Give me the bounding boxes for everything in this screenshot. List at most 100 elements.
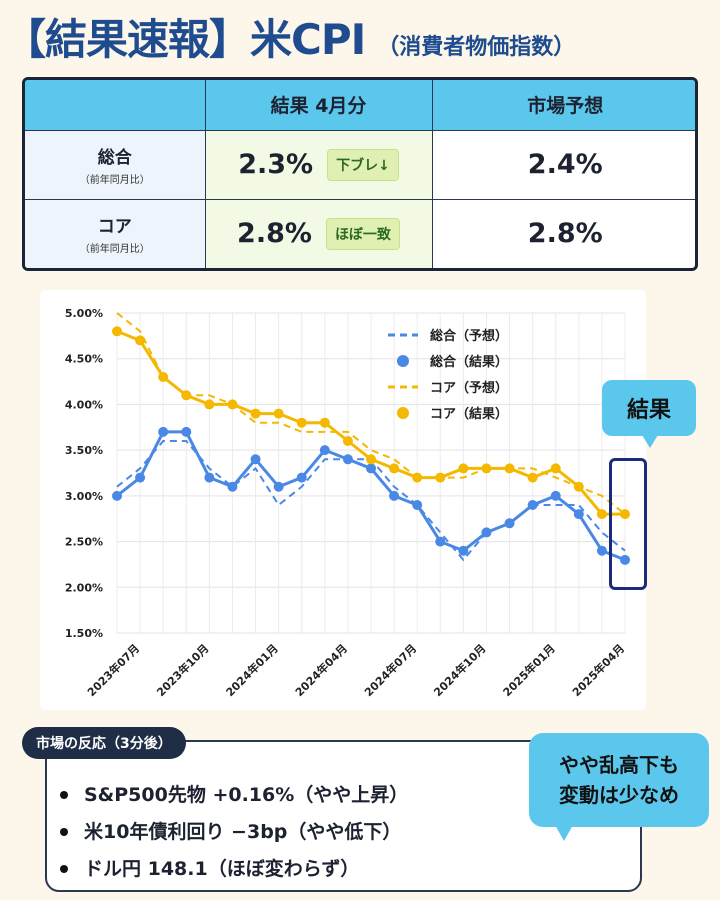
data-point xyxy=(412,472,423,483)
reaction-item-text: S&P500先物 +0.16%（やや上昇） xyxy=(84,783,409,806)
data-point xyxy=(435,536,446,547)
data-point xyxy=(296,417,307,428)
data-point xyxy=(342,436,353,446)
data-point xyxy=(250,454,261,465)
reaction-item-text: ドル円 148.1（ほぼ変わらず） xyxy=(84,857,360,880)
result-badge: ほぼ一致 xyxy=(325,217,400,250)
data-point xyxy=(204,399,215,410)
data-point xyxy=(596,545,607,556)
forecast-cell-headline: 2.4% xyxy=(432,129,695,200)
row-label-core: コア （前年同月比） xyxy=(25,198,206,268)
data-point xyxy=(366,454,376,465)
row-label-headline: 総合 （前年同月比） xyxy=(25,129,206,200)
data-point xyxy=(227,481,238,492)
reaction-item-text: 米10年債利回り −3bp（やや低下） xyxy=(84,820,402,843)
market-reaction-tag: 市場の反応（3分後） xyxy=(22,727,186,759)
reaction-item: S&P500先物 +0.16%（やや上昇） xyxy=(60,776,408,813)
data-point xyxy=(458,545,469,556)
data-point xyxy=(273,481,284,492)
data-point xyxy=(620,554,630,565)
table-row-core: コア （前年同月比） 2.8% ほぼ一致 2.8% xyxy=(25,198,695,268)
title-main: 【結果速報】米CPI xyxy=(4,15,366,64)
y-tick-label: 2.50% xyxy=(65,536,103,549)
row-label-sub: （前年同月比） xyxy=(79,175,150,187)
forecast-column-header: 市場予想 xyxy=(432,80,695,130)
data-point xyxy=(135,472,146,483)
data-point xyxy=(227,399,238,410)
data-point xyxy=(204,472,215,483)
comment-line: 変動は少なめ xyxy=(559,783,679,807)
reaction-item: 米10年債利回り −3bp（やや低下） xyxy=(60,813,408,850)
reaction-item: ドル円 148.1（ほぼ変わらず） xyxy=(60,850,408,887)
result-badge: 下ブレ↓ xyxy=(327,148,399,181)
x-tick-label: 2024年07月 xyxy=(361,641,419,699)
x-tick-label: 2024年04月 xyxy=(292,641,350,699)
data-point xyxy=(296,472,307,483)
data-point xyxy=(319,417,330,428)
data-point xyxy=(135,335,146,346)
series-line-forecast xyxy=(116,312,626,515)
bullet-icon xyxy=(60,790,68,799)
y-tick-label: 4.00% xyxy=(65,398,103,411)
comment-line: やや乱高下も xyxy=(559,753,679,777)
row-label-main: コア xyxy=(97,217,132,238)
forecast-cell-core: 2.8% xyxy=(432,198,695,268)
y-tick-label: 3.00% xyxy=(65,490,103,503)
bullet-icon xyxy=(60,864,68,873)
y-tick-label: 3.50% xyxy=(65,444,103,457)
bullet-icon xyxy=(60,827,68,836)
cpi-line-chart: 5.00% 4.50% 4.00% 3.50% 3.00% 2.50% 2.00% 1.50%… xyxy=(65,307,630,699)
data-point xyxy=(181,426,192,437)
y-tick-label: 2.00% xyxy=(65,581,103,594)
cpi-result-table: 結果 4月分 市場予想 総合 （前年同月比） 2.3% 下ブレ↓ 2.4% コア… xyxy=(22,77,698,271)
data-point xyxy=(550,463,561,474)
data-point xyxy=(481,463,492,474)
data-point xyxy=(273,408,284,419)
data-point xyxy=(481,527,492,538)
y-tick-label: 5.00% xyxy=(65,307,103,320)
legend-label: 総合（予想） xyxy=(430,328,508,344)
x-tick-label: 2025年04月 xyxy=(569,641,627,699)
forecast-value: 2.8% xyxy=(527,218,603,250)
legend-label: コア（予想） xyxy=(430,380,508,396)
data-point xyxy=(389,490,400,501)
data-point xyxy=(527,472,538,483)
data-point xyxy=(412,500,423,510)
data-point xyxy=(435,472,446,483)
x-tick-label: 2023年07月 xyxy=(84,641,142,699)
x-tick-label: 2023年10月 xyxy=(154,641,212,699)
x-tick-label: 2025年01月 xyxy=(500,641,558,699)
forecast-value: 2.4% xyxy=(527,149,603,181)
data-point xyxy=(112,326,122,337)
y-tick-label: 4.50% xyxy=(65,353,103,366)
data-point xyxy=(112,490,122,501)
x-tick-label: 2024年01月 xyxy=(223,641,281,699)
data-point xyxy=(504,463,515,474)
data-point xyxy=(550,490,561,501)
market-reaction-list: S&P500先物 +0.16%（やや上昇） 米10年債利回り −3bp（やや低下… xyxy=(60,776,408,887)
row-label-main: 総合 xyxy=(97,148,132,169)
data-point xyxy=(389,463,400,474)
data-point xyxy=(158,426,169,437)
legend-swatch xyxy=(397,407,409,419)
data-point xyxy=(342,454,353,465)
legend-label: 総合（結果） xyxy=(430,354,508,370)
data-point xyxy=(158,372,169,382)
data-point xyxy=(458,463,469,474)
result-column-header: 結果 4月分 xyxy=(205,80,433,130)
data-point xyxy=(527,500,538,510)
data-point xyxy=(504,518,515,529)
result-value: 2.8% xyxy=(237,218,312,250)
result-cell-core: 2.8% ほぼ一致 xyxy=(205,198,433,268)
page-title: 【結果速報】米CPI （消費者物価指数） xyxy=(4,6,575,66)
title-subtitle: （消費者物価指数） xyxy=(377,35,576,60)
result-cell-headline: 2.3% 下ブレ↓ xyxy=(205,129,433,200)
data-point xyxy=(250,408,261,419)
comment-bubble: やや乱高下も 変動は少なめ xyxy=(529,733,709,841)
y-tick-label: 1.50% xyxy=(65,627,103,640)
result-value: 2.3% xyxy=(238,149,314,181)
latest-result-highlight xyxy=(609,458,647,590)
cpi-chart-card: 5.00% 4.50% 4.00% 3.50% 3.00% 2.50% 2.00% 1.50%… xyxy=(40,290,646,710)
result-callout: 結果 xyxy=(602,380,696,448)
row-label-sub: （前年同月比） xyxy=(79,244,150,256)
